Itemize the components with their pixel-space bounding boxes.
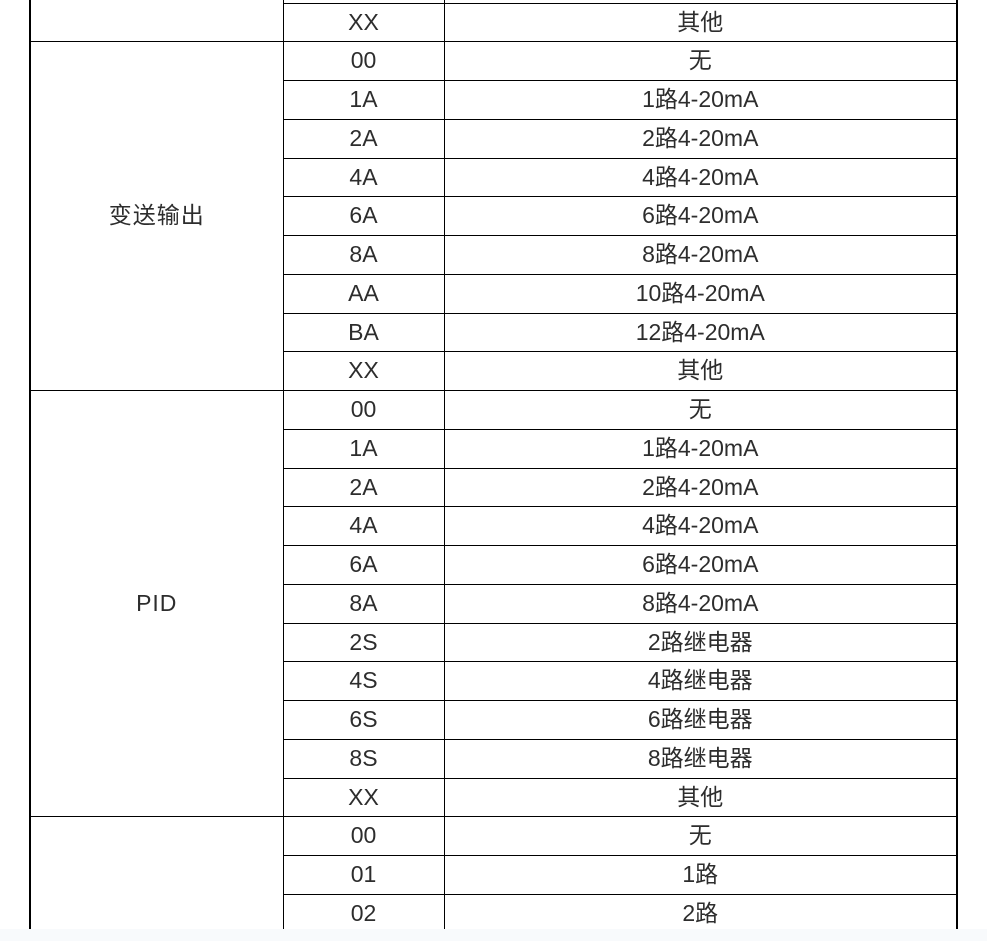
table-row: 变送输出 00 无	[29, 41, 958, 391]
description-cell: 8路4-20mA	[443, 583, 958, 624]
group-label-cell: PID	[29, 389, 284, 818]
description-cell: 2路4-20mA	[443, 467, 958, 508]
table-row: 1A 1路4-20mA	[30, 428, 958, 469]
code-cell: 00	[282, 390, 445, 430]
table-row: 01 1路	[30, 855, 958, 895]
code-cell: 4A	[282, 506, 445, 546]
code-cell: 1A	[282, 80, 445, 120]
description-cell: 10路4-20mA	[443, 273, 958, 314]
code-cell: 8A	[282, 235, 445, 275]
group-label-cell	[29, 0, 284, 43]
code-cell: 8S	[282, 738, 445, 779]
table-row: XX 其他	[30, 351, 958, 391]
description-cell: 2路继电器	[443, 622, 958, 663]
order-table-body: XX 其他 变送输出 00 无 1A 1路4-20mA 2A 2路4-20mA 4A 4路4-20m…	[29, 0, 958, 929]
table-row: 4S 4路继电器	[30, 661, 958, 701]
description-cell: 6路继电器	[443, 700, 958, 740]
code-cell: 6A	[282, 545, 445, 585]
code-cell: 2S	[282, 622, 445, 663]
code-cell: AA	[282, 273, 445, 314]
code-cell: 01	[282, 855, 445, 895]
description-cell: 4路4-20mA	[443, 157, 958, 198]
description-cell: 2路	[443, 893, 958, 929]
page-bottom-strip	[0, 929, 987, 941]
code-cell: 1A	[282, 428, 445, 469]
table-row: 8A 8路4-20mA	[30, 235, 958, 275]
description-cell: 6路4-20mA	[443, 545, 958, 585]
table-row: 4A 4路4-20mA	[30, 157, 958, 198]
code-cell: 00	[282, 816, 445, 856]
code-cell: XX	[282, 777, 445, 818]
table-row: PID 00 无	[29, 389, 958, 818]
description-cell: 其他	[443, 777, 958, 818]
table-row: 6A 6路4-20mA	[30, 196, 958, 236]
table-row: 2A 2路4-20mA	[30, 118, 958, 159]
ordering-spec-table: XX 其他 变送输出 00 无 1A 1路4-20mA 2A 2路4-20mA 4A 4路4-20m…	[29, 0, 958, 929]
description-cell: 2路4-20mA	[443, 118, 958, 159]
table-row: 8S 8路继电器	[30, 738, 958, 779]
table-row: 1A 1路4-20mA	[30, 80, 958, 120]
description-cell: 8路4-20mA	[443, 235, 958, 275]
code-cell: 6A	[282, 196, 445, 236]
code-cell: 6S	[282, 700, 445, 740]
group-label-cell	[29, 816, 284, 929]
description-cell: 其他	[443, 351, 958, 391]
description-cell: 8路继电器	[443, 738, 958, 779]
description-cell: 无	[443, 816, 958, 856]
description-cell: 6路4-20mA	[443, 196, 958, 236]
table-row: 02 2路	[30, 893, 958, 929]
description-cell: 无	[443, 41, 958, 81]
description-cell: 1路	[443, 855, 958, 895]
table-row: 00 无	[29, 816, 958, 929]
spec-table-container: XX 其他 变送输出 00 无 1A 1路4-20mA 2A 2路4-20mA 4A 4路4-20m…	[29, 0, 959, 929]
description-cell: 1路4-20mA	[443, 428, 958, 469]
code-cell: 2A	[282, 118, 445, 159]
table-row: XX 其他	[30, 2, 958, 43]
description-cell: 4路4-20mA	[443, 506, 958, 546]
description-cell: 12路4-20mA	[443, 312, 958, 353]
code-cell: 00	[282, 41, 445, 81]
code-cell: XX	[282, 2, 445, 43]
description-cell: 其他	[443, 2, 958, 43]
table-row: 4A 4路4-20mA	[30, 506, 958, 546]
table-row: 2S 2路继电器	[30, 622, 958, 663]
table-row: 8A 8路4-20mA	[30, 583, 958, 624]
group-label-cell: 变送输出	[29, 41, 284, 391]
code-cell: 2A	[282, 467, 445, 508]
code-cell: XX	[282, 351, 445, 391]
code-cell: BA	[282, 312, 445, 353]
description-cell: 4路继电器	[443, 661, 958, 701]
table-row: XX 其他	[30, 777, 958, 818]
code-cell: 8A	[282, 583, 445, 624]
code-cell: 4A	[282, 157, 445, 198]
description-cell: 无	[443, 390, 958, 430]
code-cell: 02	[282, 893, 445, 929]
code-cell: 4S	[282, 661, 445, 701]
table-row: BA 12路4-20mA	[30, 312, 958, 353]
description-cell: 1路4-20mA	[443, 80, 958, 120]
